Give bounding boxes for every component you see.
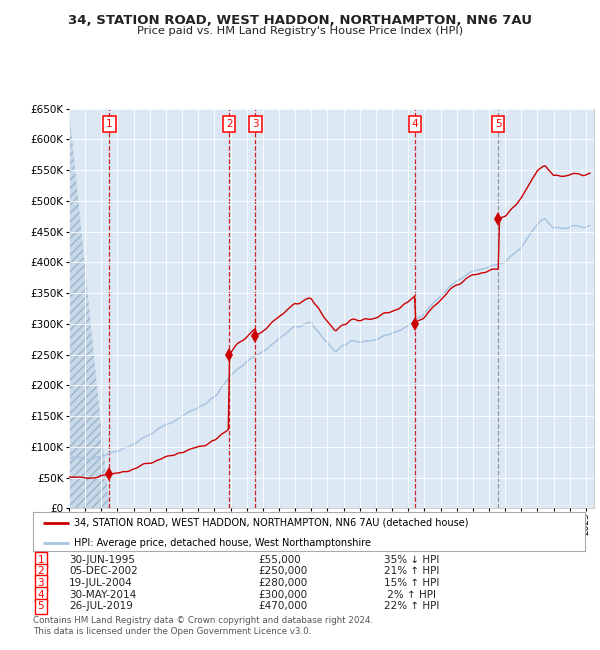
Text: 15% ↑ HPI: 15% ↑ HPI: [384, 578, 439, 588]
Text: 22% ↑ HPI: 22% ↑ HPI: [384, 601, 439, 612]
Text: 4: 4: [37, 590, 44, 600]
Text: 2: 2: [226, 119, 233, 129]
Text: 34, STATION ROAD, WEST HADDON, NORTHAMPTON, NN6 7AU: 34, STATION ROAD, WEST HADDON, NORTHAMPT…: [68, 14, 532, 27]
Text: 30-MAY-2014: 30-MAY-2014: [69, 590, 136, 600]
Text: 2% ↑ HPI: 2% ↑ HPI: [384, 590, 436, 600]
Text: 34, STATION ROAD, WEST HADDON, NORTHAMPTON, NN6 7AU (detached house): 34, STATION ROAD, WEST HADDON, NORTHAMPT…: [74, 518, 469, 528]
Text: 19-JUL-2004: 19-JUL-2004: [69, 578, 133, 588]
Text: 4: 4: [412, 119, 418, 129]
Text: 3: 3: [37, 578, 44, 588]
Text: 1: 1: [106, 119, 113, 129]
Text: £250,000: £250,000: [258, 566, 307, 577]
Polygon shape: [69, 109, 109, 508]
Text: 3: 3: [252, 119, 259, 129]
Text: 2: 2: [37, 566, 44, 577]
Text: 30-JUN-1995: 30-JUN-1995: [69, 554, 135, 565]
Text: 35% ↓ HPI: 35% ↓ HPI: [384, 554, 439, 565]
Text: Price paid vs. HM Land Registry's House Price Index (HPI): Price paid vs. HM Land Registry's House …: [137, 26, 463, 36]
Text: £55,000: £55,000: [258, 554, 301, 565]
Text: 1: 1: [37, 554, 44, 565]
Text: £300,000: £300,000: [258, 590, 307, 600]
Text: £280,000: £280,000: [258, 578, 307, 588]
Text: 5: 5: [495, 119, 502, 129]
Text: 26-JUL-2019: 26-JUL-2019: [69, 601, 133, 612]
Text: HPI: Average price, detached house, West Northamptonshire: HPI: Average price, detached house, West…: [74, 538, 371, 547]
Text: This data is licensed under the Open Government Licence v3.0.: This data is licensed under the Open Gov…: [33, 627, 311, 636]
Text: £470,000: £470,000: [258, 601, 307, 612]
Text: Contains HM Land Registry data © Crown copyright and database right 2024.: Contains HM Land Registry data © Crown c…: [33, 616, 373, 625]
Text: 21% ↑ HPI: 21% ↑ HPI: [384, 566, 439, 577]
Text: 5: 5: [37, 601, 44, 612]
Text: 05-DEC-2002: 05-DEC-2002: [69, 566, 138, 577]
